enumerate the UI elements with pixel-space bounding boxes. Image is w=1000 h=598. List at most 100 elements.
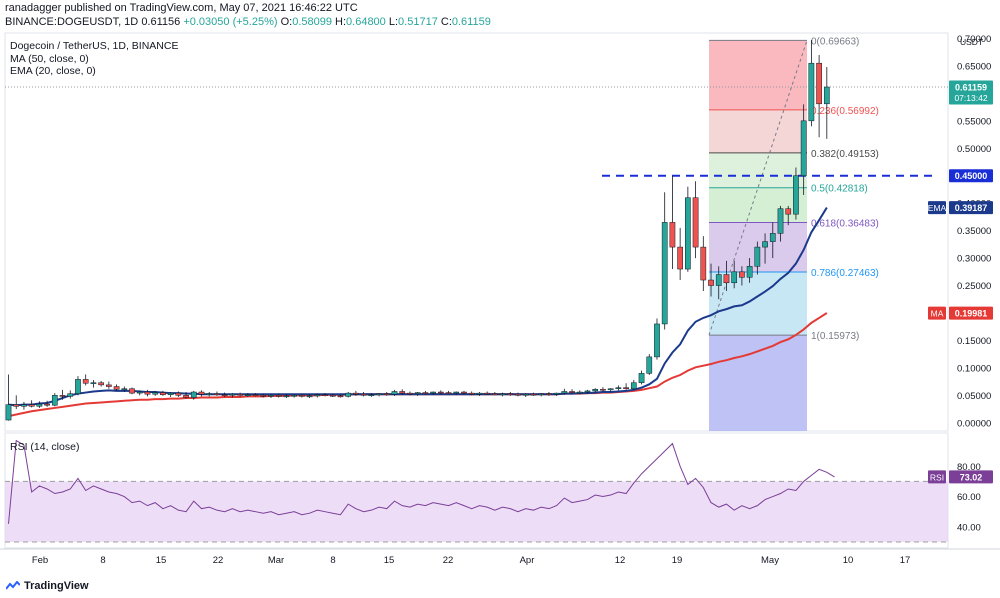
close-value: 0.61159: [451, 16, 491, 28]
rsi-value-tag: [949, 470, 993, 484]
candle-body: [769, 233, 776, 242]
resistance-value-tag: [949, 169, 993, 183]
candle-body: [175, 392, 182, 396]
price-tick-label: 0.25000: [957, 281, 991, 292]
candle-body: [353, 392, 359, 395]
fib-zone-extension: [709, 335, 807, 431]
published-line: ranadagger published on TradingView.com,…: [5, 2, 358, 14]
candle-body: [160, 392, 166, 396]
candle-body: [360, 393, 367, 396]
candle-body: [44, 403, 50, 406]
candle-body: [28, 404, 35, 407]
candle-body: [136, 391, 143, 394]
price-label: 0.61156: [141, 16, 181, 28]
fib-level-label: 1(0.15973): [811, 331, 859, 342]
fib-zone: [709, 152, 807, 188]
candle-body: [345, 392, 352, 397]
price-tick-label: 0.65000: [957, 61, 991, 72]
candle-body: [414, 392, 421, 394]
candle-body: [592, 389, 599, 392]
time-tick-label: Apr: [520, 555, 535, 566]
price-tick-label: 0.05000: [957, 391, 991, 402]
candle-body: [584, 390, 591, 393]
candle-body: [576, 391, 583, 394]
time-tick-label: 8: [330, 555, 335, 566]
candle-body: [5, 404, 12, 421]
fib-level-label: 0.236(0.56992): [811, 106, 879, 117]
fib-level-label: 0.5(0.42818): [811, 184, 868, 195]
time-tick-label: 15: [384, 555, 395, 566]
time-tick-label: 12: [615, 555, 626, 566]
open-value: 0.58099: [292, 16, 332, 28]
rsi-value-label: 73.02: [960, 472, 983, 482]
candle-body: [569, 391, 575, 393]
candle-body: [299, 395, 305, 397]
candle-body: [661, 222, 668, 325]
candle-body: [553, 392, 560, 395]
candle-body: [13, 404, 20, 407]
brand-label: TradingView: [24, 580, 89, 592]
price-tick-label: 0.55000: [957, 116, 991, 127]
candle-body: [283, 395, 290, 398]
candle-body: [615, 387, 622, 389]
current-price-value-label: 0.61159: [955, 83, 987, 93]
candle-body: [499, 393, 506, 396]
fib-zone: [709, 109, 807, 153]
price-chart[interactable]: 0(0.69663) 0.236(0.56992) 0.382(0.49153) 0.…: [0, 28, 1000, 576]
symbol-label: BINANCE:DOGEUSDT, 1D: [5, 16, 139, 28]
price-tick-label: 0.30000: [957, 254, 991, 265]
candle-body: [777, 208, 784, 234]
candle-body: [754, 246, 761, 267]
ema-value-label: 0.39187: [955, 203, 988, 213]
time-tick-label: Mar: [268, 555, 284, 566]
candle-body: [715, 274, 722, 286]
time-tick-label: 17: [900, 555, 911, 566]
candle-body: [468, 392, 475, 395]
candle-body: [82, 379, 89, 384]
price-tick-label: 0.35000: [957, 226, 991, 237]
ema-value-tag: [949, 201, 993, 215]
candle-body: [376, 393, 382, 396]
candle-body: [677, 246, 683, 270]
countdown-label: 07:13:42: [954, 93, 987, 103]
candle-body: [383, 393, 390, 395]
candle-body: [252, 394, 259, 397]
candle-body: [106, 384, 112, 387]
current-price-value-tag: [949, 80, 993, 105]
candle-body: [51, 395, 58, 406]
candle-body: [90, 382, 97, 384]
candle-body: [368, 394, 375, 397]
candle-body: [823, 86, 830, 105]
candle-body: [793, 175, 799, 215]
high-label: H:: [335, 16, 347, 28]
candle-body: [723, 274, 730, 284]
rsi-tick-label: 60.00: [957, 492, 981, 503]
candle-body: [561, 391, 568, 394]
candle-body: [731, 271, 738, 284]
rsi-band: [5, 481, 948, 542]
ema-name-label: EMA: [928, 203, 947, 213]
candle-body: [654, 323, 660, 358]
candle-body: [198, 391, 205, 395]
candle-body: [422, 392, 429, 394]
candle-body: [329, 395, 336, 397]
price-tick-label: 0.15000: [957, 336, 991, 347]
tradingview-brand[interactable]: TradingView: [6, 580, 89, 592]
fib-level-label: 0(0.69663): [811, 36, 859, 47]
candle-body: [746, 266, 753, 278]
candle-body: [638, 373, 645, 383]
candle-body: [430, 391, 436, 394]
candle-body: [607, 388, 614, 391]
time-tick-label: Feb: [32, 555, 48, 566]
price-tick-label: 0.70000: [957, 34, 991, 45]
candle-body: [507, 393, 514, 395]
fib-zone: [709, 187, 807, 223]
candle-body: [67, 393, 74, 397]
candle-body: [113, 386, 120, 390]
candle-body: [129, 388, 135, 394]
candle-body: [739, 271, 745, 278]
candle-body: [522, 393, 529, 396]
rsi-name-tag: [928, 470, 946, 484]
time-tick-label: 10: [843, 555, 854, 566]
currency-label: USDT: [960, 37, 983, 47]
